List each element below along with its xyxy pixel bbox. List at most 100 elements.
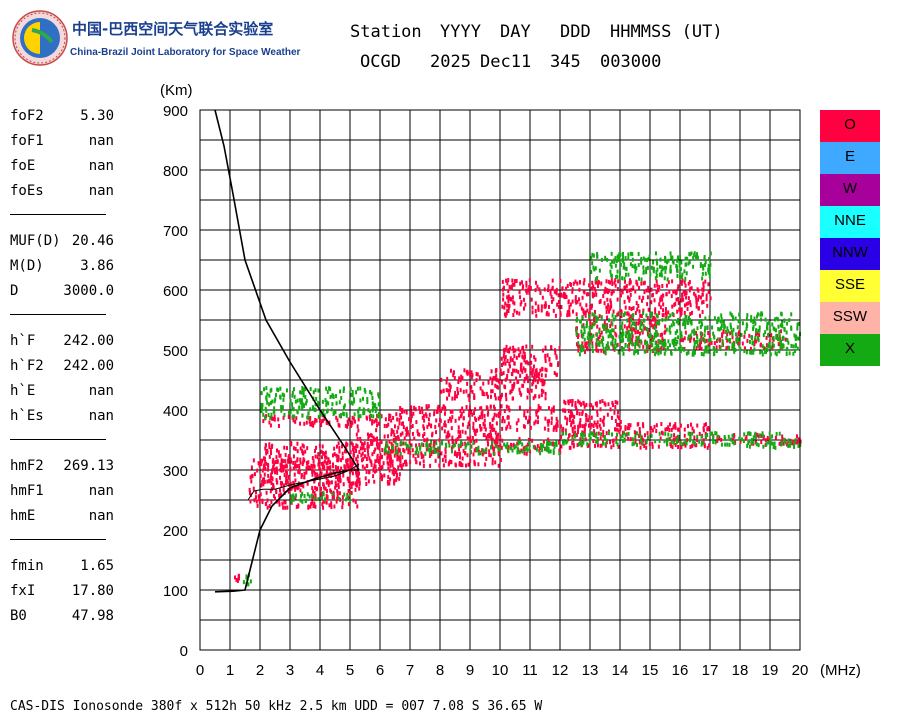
echo-point (390, 460, 393, 465)
echo-point (577, 343, 580, 348)
echo-point (518, 450, 521, 455)
echo-point (743, 432, 746, 437)
echo-point (623, 276, 626, 281)
echo-point (626, 295, 629, 300)
echo-point (286, 505, 289, 510)
echo-point (280, 468, 283, 473)
echo-point (693, 441, 696, 446)
echo-point (513, 282, 516, 287)
echo-point (619, 326, 622, 331)
chart-axes: 0 1 2 3 4 5 6 7 8 9 10 11 12 13 14 15 16 17 18 19 2001002003… (163, 103, 808, 679)
echo-point (757, 434, 760, 439)
echo-point (784, 337, 787, 342)
echo-point (584, 313, 587, 318)
echo-point (255, 499, 258, 504)
echo-point (276, 459, 279, 464)
echo-point (692, 256, 695, 261)
echo-point (663, 338, 666, 343)
echo-point (327, 401, 330, 406)
echo-point (793, 441, 796, 446)
echo-point (696, 343, 699, 348)
echo-point (506, 373, 509, 378)
echo-point (335, 453, 338, 458)
echo-point (381, 448, 384, 453)
echo-point (331, 462, 334, 467)
echo-point (605, 329, 608, 334)
echo-point (353, 419, 356, 424)
echo-point (292, 461, 295, 466)
echo-point (550, 420, 553, 425)
echo-point (569, 445, 572, 450)
echo-point (250, 479, 253, 484)
echo-point (785, 351, 788, 356)
echo-point (291, 393, 294, 398)
echo-point (566, 283, 569, 288)
echo-point (614, 263, 617, 268)
echo-point (665, 292, 668, 297)
echo-point (511, 278, 514, 283)
echo-point (616, 297, 619, 302)
echo-point (314, 388, 317, 393)
echo-point (547, 406, 550, 411)
echo-point (296, 410, 299, 415)
echo-point (513, 301, 516, 306)
echo-point (713, 341, 716, 346)
echo-point (325, 488, 328, 493)
echo-point (629, 292, 632, 297)
echo-point (421, 410, 424, 415)
echo-point (540, 378, 543, 383)
echo-point (342, 386, 345, 391)
echo-point (343, 492, 346, 497)
param-separator (10, 539, 106, 540)
echo-point (681, 292, 684, 297)
echo-point (527, 287, 530, 292)
echo-point (386, 444, 389, 449)
echo-point (646, 340, 649, 345)
echo-point (493, 412, 496, 417)
echo-point (543, 287, 546, 292)
echo-point (578, 441, 581, 446)
echo-point (260, 391, 263, 396)
echo-point (503, 312, 506, 317)
echo-point (669, 313, 672, 318)
echo-point (560, 444, 563, 449)
echo-point (737, 319, 740, 324)
echo-point (544, 391, 547, 396)
echo-point (521, 383, 524, 388)
echo-point (489, 394, 492, 399)
echo-point (706, 303, 709, 308)
echo-point (789, 438, 792, 443)
echo-point (406, 444, 409, 449)
echo-point (553, 425, 556, 430)
param-value: 3.86 (80, 258, 114, 274)
echo-point (624, 305, 627, 310)
echo-point (705, 297, 708, 302)
echo-point (650, 265, 653, 270)
echo-point (650, 300, 653, 305)
echo-point (571, 426, 574, 431)
echo-point (642, 424, 645, 429)
echo-point (702, 441, 705, 446)
echo-point (454, 450, 457, 455)
echo-point (299, 460, 302, 465)
echo-point (536, 409, 539, 414)
echo-point (499, 443, 502, 448)
echo-point (527, 379, 530, 384)
echo-point (612, 336, 615, 341)
echo-point (753, 347, 756, 352)
echo-point (444, 423, 447, 428)
echo-point (516, 446, 519, 451)
echo-point (685, 441, 688, 446)
echo-point (638, 318, 641, 323)
echo-point (695, 304, 698, 309)
echo-point (309, 421, 312, 426)
echo-point (569, 414, 572, 419)
echo-point (317, 497, 320, 502)
echo-point (770, 441, 773, 446)
echo-point (650, 323, 653, 328)
echo-point (505, 311, 508, 316)
echo-point (667, 432, 670, 437)
x-tick-label: 9 (466, 662, 474, 679)
echo-point (326, 408, 329, 413)
echo-point (382, 461, 385, 466)
